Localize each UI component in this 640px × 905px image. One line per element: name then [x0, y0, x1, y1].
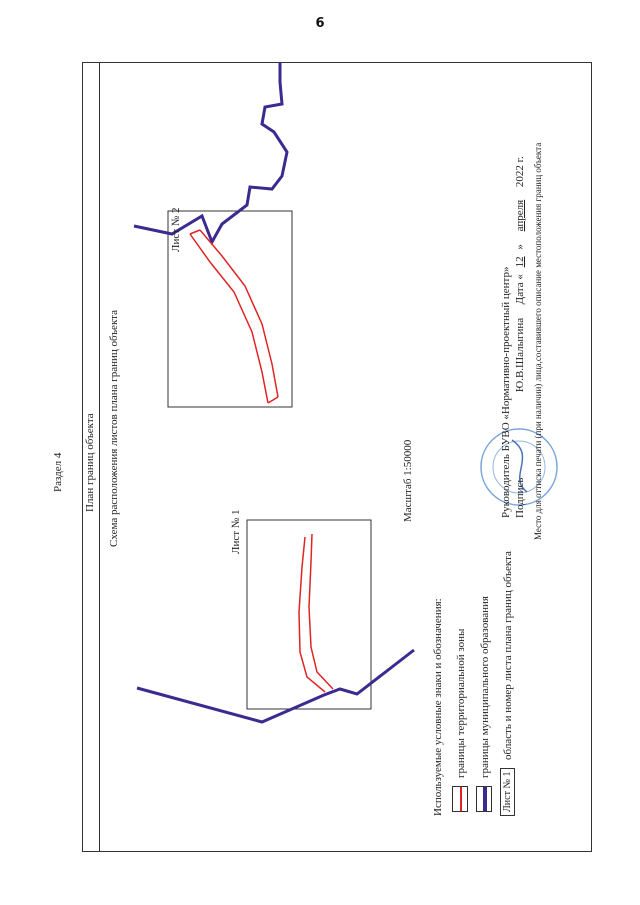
legend-title: Используемые условные знаки и обозначени… [432, 598, 444, 816]
sign-row: Подпись Ю.В.Шалыгина Дата « 12 » апреля … [514, 156, 526, 518]
stamp-icon [480, 428, 558, 506]
document-frame [82, 62, 592, 852]
municipal-boundary-left [136, 648, 415, 724]
stamp-note: Место для оттиска печати (при наличии) л… [533, 142, 543, 540]
date-month: апреля [514, 199, 526, 232]
zone-boundary-1-inner [308, 533, 334, 690]
section-label: Раздел 4 [52, 452, 64, 492]
rotated-sheet: Раздел 4 План границ объекта Схема распо… [52, 62, 592, 852]
sheet2-label: Лист № 2 [170, 207, 182, 252]
zone-boundary-1-outer [298, 536, 326, 693]
legend-municipal-label: границы муниципального образования [479, 596, 491, 778]
sign-label: Подпись [514, 477, 526, 518]
date-label: Дата « [514, 274, 526, 305]
signer-name: Ю.В.Шалыгина [514, 317, 526, 393]
page-number: 6 [315, 16, 325, 31]
date-year: 2022 г. [514, 156, 526, 188]
sheet1-frame [246, 519, 372, 710]
date-day: 12 [514, 256, 526, 268]
legend-sheet-label: область и номер листа плана границ объек… [502, 551, 514, 760]
zone-boundary-2-outer [189, 233, 269, 404]
date-quote: » [514, 244, 526, 250]
head-label: Руководитель БУВО «Нормативно-проектный … [500, 266, 512, 518]
legend-sheet-tag: Лист № 1 [500, 767, 515, 816]
scale-label: Масштаб 1:50000 [402, 439, 414, 522]
sheet2-frame [167, 210, 293, 408]
title-divider [99, 62, 100, 852]
signature-icon [511, 439, 528, 493]
municipal-boundary-right [133, 62, 289, 246]
legend-municipal-swatch [476, 786, 492, 812]
legend-zone-label: границы территориальной зоны [455, 628, 467, 778]
legend-zone-swatch [452, 786, 468, 812]
sheet1-label: Лист № 1 [230, 509, 242, 554]
boundary-map [133, 62, 558, 724]
zone-boundary-2-inner [199, 229, 279, 398]
